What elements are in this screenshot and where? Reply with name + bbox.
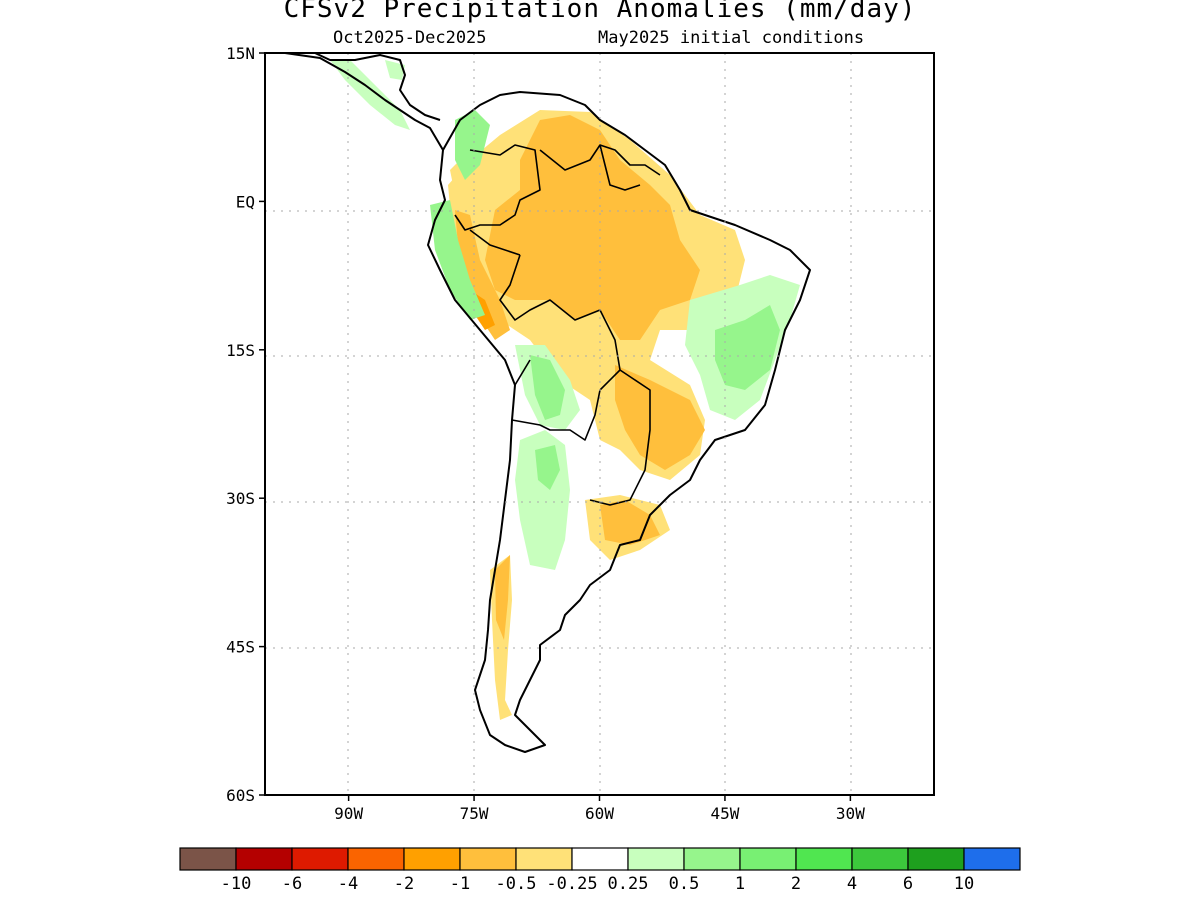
central-america-coastline [284,52,444,151]
coastlines [284,52,811,753]
colorbar-label: 6 [903,874,913,894]
lat-tick-label: EQ [236,192,255,211]
colorbar-swatch [347,847,405,871]
colorbar-swatch [515,847,573,871]
dry-region-amazon-core [485,115,700,340]
colorbar-label: -0.25 [546,874,597,894]
colorbar-label: 4 [847,874,857,894]
wet-region-bolivia-core [530,355,565,420]
lon-tick-label: 75W [460,804,489,823]
map-panel [264,52,935,796]
colorbar-swatch [403,847,461,871]
lat-tick-label: 15S [226,341,255,360]
lat-tick-label: 60S [226,786,255,805]
colorbar-swatch [627,847,685,871]
wet-region-east-brazil-core [715,305,780,390]
colorbar-swatch [739,847,797,871]
colorbar-label: -2 [394,874,414,894]
wet-region-central-america-2 [385,60,405,80]
colorbar-swatch [179,847,237,871]
lon-tick-label: 60W [585,804,614,823]
dry-region-peru [455,210,510,340]
wet-region-ecuador [430,200,485,320]
colorbar-label: -6 [282,874,302,894]
colorbar [179,847,1021,871]
dry-anomaly-regions [448,110,745,720]
colorbar-swatch [291,847,349,871]
colorbar-swatch [963,847,1021,871]
lat-tick-label: 15N [226,44,255,63]
lat-tick-label: 30S [226,489,255,508]
colorbar-swatch [795,847,853,871]
national-borders [454,144,661,506]
colorbar-labels: -10 -6 -4 -2 -1 -0.5 -0.25 0.25 0.5 1 2 4 6 10 [221,874,975,894]
lon-axis: 90W 75W 60W 45W 30W [334,795,865,823]
colorbar-label: -1 [450,874,470,894]
colorbar-label: 0.25 [608,874,649,894]
colorbar-swatch [571,847,629,871]
initial-conditions: May2025 initial conditions [598,28,865,48]
dry-region-brazil-central [615,365,705,470]
dry-region-southern-chile-core [495,555,510,640]
colorbar-label: 0.5 [669,874,700,894]
colorbar-label: -10 [221,874,252,894]
colorbar-swatch [683,847,741,871]
wet-anomaly-regions [330,60,800,570]
colorbar-label: 2 [791,874,801,894]
wet-region-argentina-core [535,445,560,490]
wet-region-central-america [330,60,410,130]
lon-tick-label: 30W [836,804,865,823]
colorbar-label: -0.5 [496,874,537,894]
colorbar-label: -4 [338,874,358,894]
wet-region-colombia [455,110,490,180]
colorbar-label: 10 [954,874,974,894]
lon-tick-label: 45W [710,804,739,823]
lat-tick-label: 45S [226,638,255,657]
lat-axis: 15N EQ 15S 30S 45S 60S [226,44,265,805]
map-title: CFSv2 Precipitation Anomalies (mm/day) [283,0,917,24]
forecast-period: Oct2025-Dec2025 [333,28,487,48]
lon-tick-label: 90W [334,804,363,823]
colorbar-swatch [459,847,517,871]
colorbar-swatch [907,847,965,871]
colorbar-swatch [235,847,293,871]
south-america-coastline [427,91,811,753]
dry-region-uruguay-core [600,500,660,545]
colorbar-label: 1 [735,874,745,894]
colorbar-swatch [851,847,909,871]
